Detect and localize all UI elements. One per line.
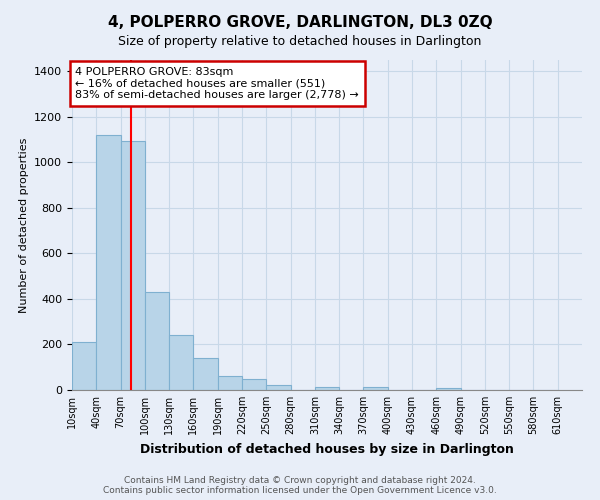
- Text: Size of property relative to detached houses in Darlington: Size of property relative to detached ho…: [118, 35, 482, 48]
- Bar: [169, 336, 193, 390]
- Bar: [121, 141, 145, 390]
- Bar: [266, 385, 290, 390]
- Bar: [193, 358, 218, 390]
- Text: Contains HM Land Registry data © Crown copyright and database right 2024.
Contai: Contains HM Land Registry data © Crown c…: [103, 476, 497, 495]
- Text: 4, POLPERRO GROVE, DARLINGTON, DL3 0ZQ: 4, POLPERRO GROVE, DARLINGTON, DL3 0ZQ: [107, 15, 493, 30]
- X-axis label: Distribution of detached houses by size in Darlington: Distribution of detached houses by size …: [140, 442, 514, 456]
- Text: 4 POLPERRO GROVE: 83sqm
← 16% of detached houses are smaller (551)
83% of semi-d: 4 POLPERRO GROVE: 83sqm ← 16% of detache…: [75, 67, 359, 100]
- Y-axis label: Number of detached properties: Number of detached properties: [19, 138, 29, 312]
- Bar: [72, 342, 96, 390]
- Bar: [315, 387, 339, 390]
- Bar: [218, 376, 242, 390]
- Bar: [436, 388, 461, 390]
- Bar: [145, 292, 169, 390]
- Bar: [242, 380, 266, 390]
- Bar: [96, 135, 121, 390]
- Bar: [364, 388, 388, 390]
